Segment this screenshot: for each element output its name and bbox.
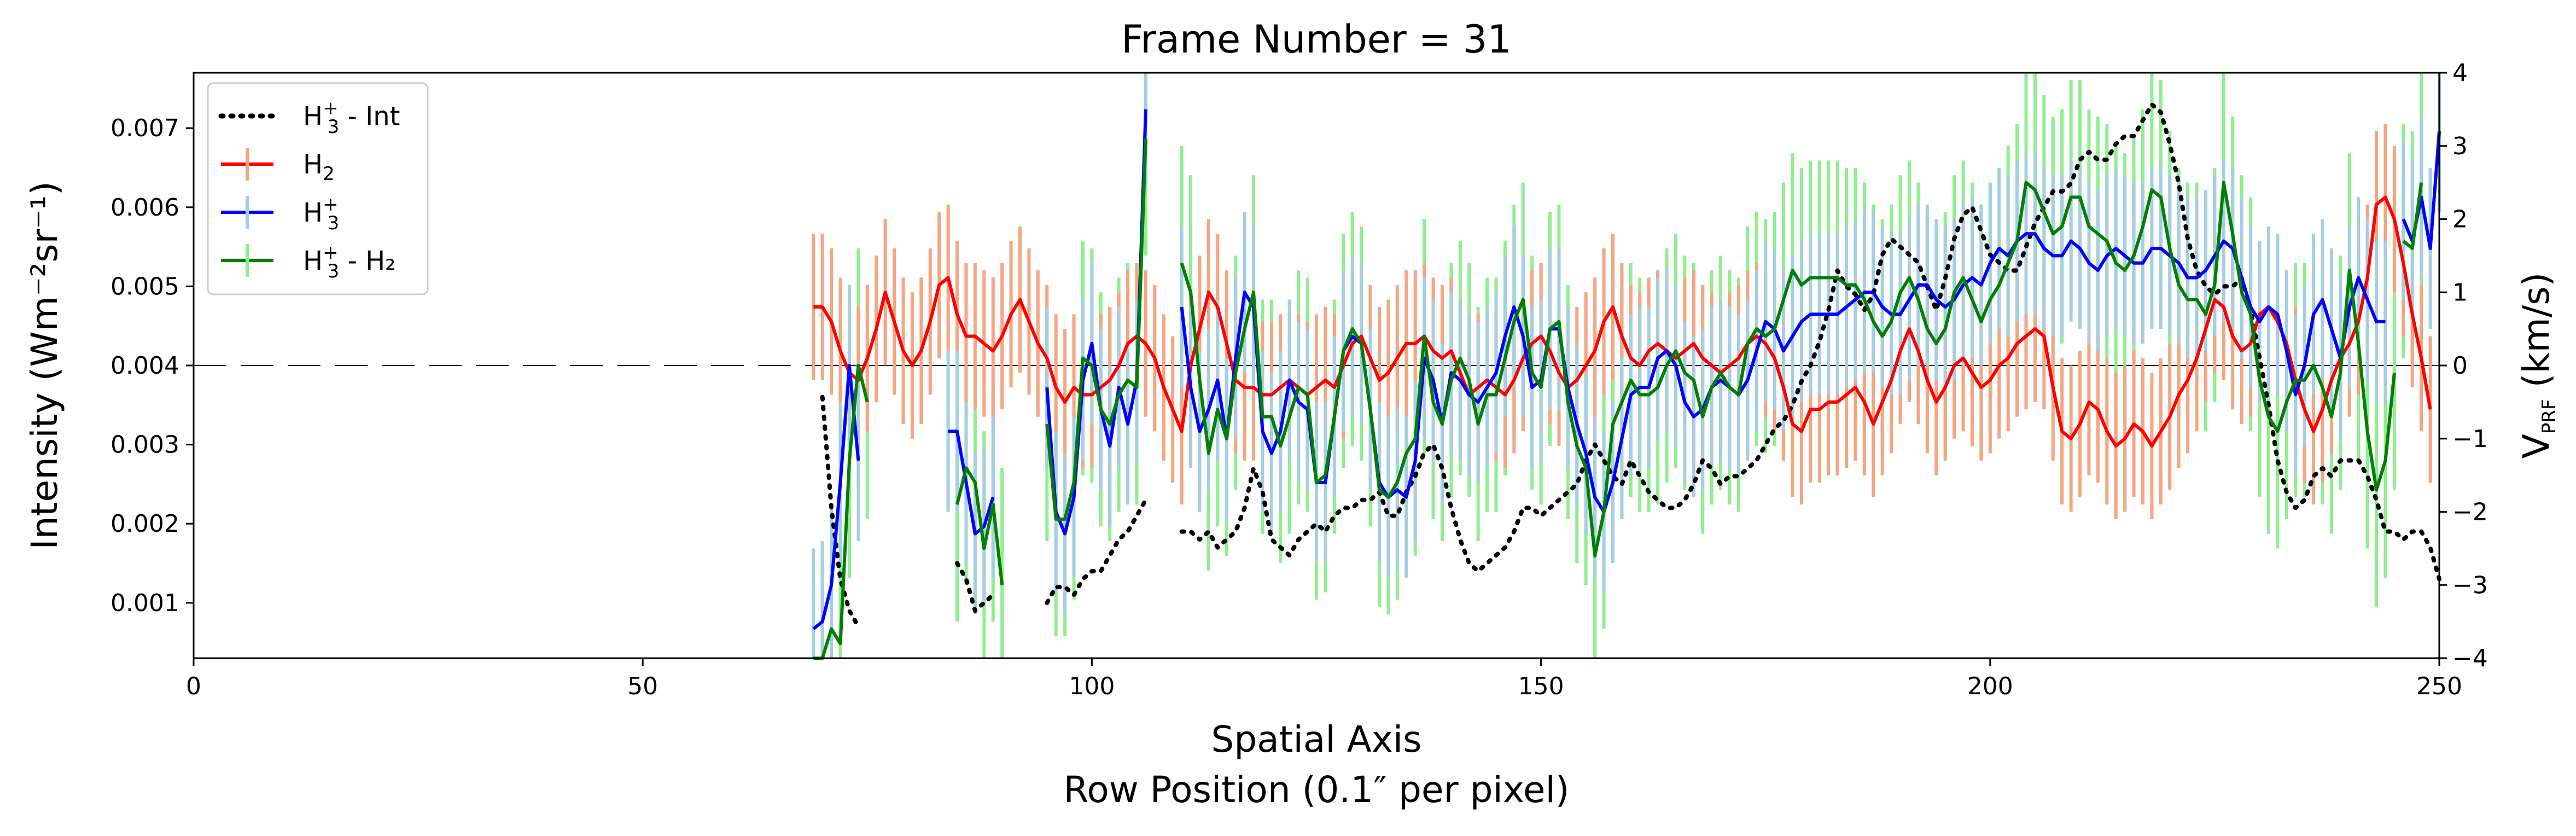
left-y-tick-label: 0.007 [110, 114, 179, 142]
right-y-tick-label: 0 [2452, 352, 2468, 380]
right-y-tick-label: 3 [2452, 132, 2468, 160]
x-axis-label-line2: Row Position (0.1″ per pixel) [1063, 769, 1569, 811]
legend-entry-h3: H+ 3 [221, 194, 339, 234]
right-y-tick-label: 4 [2452, 59, 2468, 87]
series-line-h3_minus_h2 [1180, 181, 2396, 558]
left-y-axis-label: Intensity (Wm⁻²sr⁻¹) [24, 181, 66, 549]
legend-entry-h3_minus_h2: H+ 3 - H₂ [221, 242, 395, 282]
series-line-h3 [2402, 131, 2441, 250]
right-y-tick-label: 1 [2452, 278, 2468, 306]
right-y-tick-label: −2 [2452, 498, 2488, 526]
right-y-tick-label: −4 [2452, 645, 2488, 672]
right-y-tick-label: 2 [2452, 206, 2468, 234]
axis-ticks: 0 50 100 150 200 250 0.001 0.002 0.003 0.004 0.005… [110, 59, 2488, 700]
x-axis-label: Spatial Axis [1211, 718, 1421, 760]
right-y-tick-label: −3 [2452, 571, 2488, 599]
x-tick-label: 250 [2416, 672, 2462, 700]
series-line-h3_int [1179, 102, 2441, 582]
legend: H+ 3 - Int H2 H+ 3 H+ 3 - H₂ [207, 82, 429, 295]
legend-label: H+ 3 - H₂ [303, 242, 395, 282]
right-y-tick-label: −1 [2452, 425, 2488, 453]
series-lines [812, 102, 2441, 660]
series-line-h3 [1180, 232, 2386, 514]
legend-label: H+ 3 [303, 194, 339, 234]
left-y-tick-label: 0.005 [110, 272, 179, 300]
left-y-tick-label: 0.001 [110, 589, 179, 617]
x-tick-label: 0 [186, 672, 201, 700]
left-y-tick-label: 0.003 [110, 431, 179, 459]
left-y-tick-label: 0.006 [110, 194, 179, 222]
legend-label: H2 [303, 149, 335, 185]
series-line-h3 [1045, 109, 1147, 536]
series-line-h3_int [955, 561, 995, 613]
legend-entry-h2: H2 [221, 148, 335, 185]
x-tick-label: 150 [1518, 672, 1564, 700]
x-tick-label: 200 [1967, 672, 2013, 700]
series-line-h3_minus_h2 [955, 466, 1004, 585]
left-y-tick-label: 0.004 [110, 352, 179, 380]
legend-entry-h3_int: H+ 3 - Int [218, 97, 400, 138]
legend-label: H+ 3 - Int [303, 97, 400, 138]
x-tick-label: 100 [1069, 672, 1115, 700]
legend-box [207, 82, 429, 295]
chart-title: Frame Number = 31 [1121, 17, 1512, 62]
series-line-h3 [948, 429, 995, 536]
left-y-tick-label: 0.002 [110, 510, 179, 538]
series-line-h3 [812, 364, 860, 630]
series-line-h3_int [1045, 497, 1148, 605]
series-line-h3_minus_h2 [1045, 138, 1147, 521]
x-tick-label: 50 [627, 672, 658, 700]
series-line-h3_minus_h2 [2402, 182, 2423, 250]
